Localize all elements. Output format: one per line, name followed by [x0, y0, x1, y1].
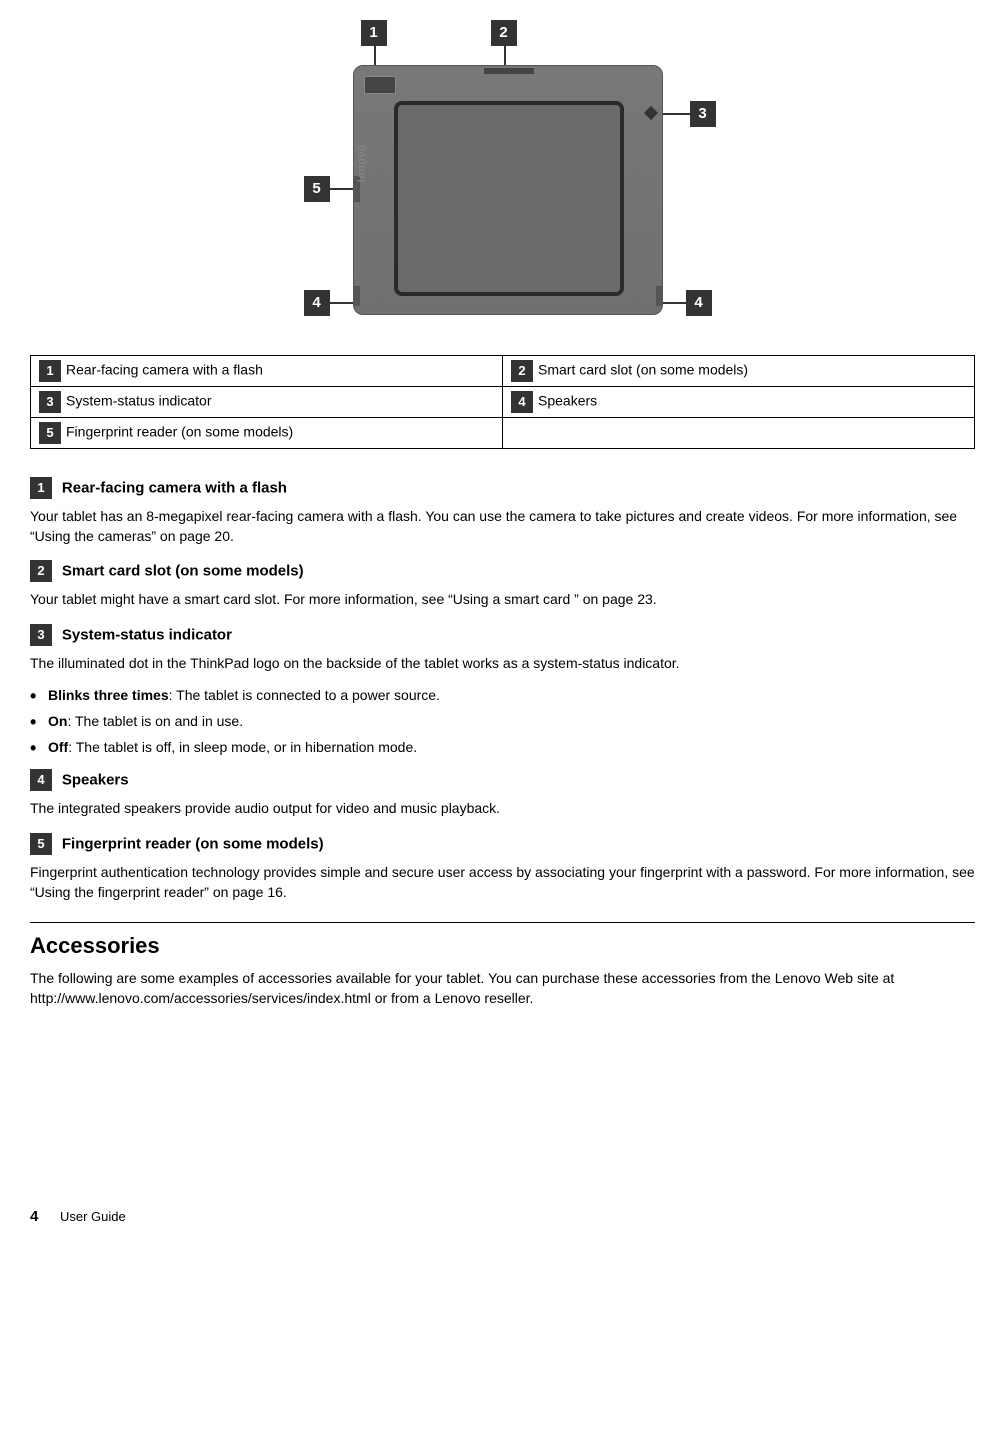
section-title: Fingerprint reader (on some models)	[62, 835, 324, 852]
table-row: 3 System-status indicator 4 Speakers	[31, 387, 975, 418]
page-footer: 4 User Guide	[30, 1208, 975, 1225]
legend-num: 4	[511, 391, 533, 413]
status-indicator-list: Blinks three times: The tablet is connec…	[30, 687, 975, 755]
leader-line	[328, 188, 356, 190]
section-text: The illuminated dot in the ThinkPad logo…	[30, 654, 975, 674]
section-heading-3: 3 System-status indicator	[30, 624, 975, 646]
section-text: Your tablet might have a smart card slot…	[30, 590, 975, 610]
doc-title: User Guide	[60, 1209, 126, 1224]
section-heading-1: 1 Rear-facing camera with a flash	[30, 477, 975, 499]
list-bold: Off	[48, 739, 68, 755]
brand-logo-text: lenovo	[356, 144, 368, 182]
callout-legend-table: 1 Rear-facing camera with a flash 2 Smart …	[30, 355, 975, 449]
legend-num: 3	[39, 391, 61, 413]
section-heading-5: 5 Fingerprint reader (on some models)	[30, 833, 975, 855]
section-num: 4	[30, 769, 52, 791]
section-num: 1	[30, 477, 52, 499]
section-title: Smart card slot (on some models)	[62, 563, 304, 580]
legend-num: 1	[39, 360, 61, 382]
tablet-kickstand-outline	[394, 101, 624, 296]
section-text: The integrated speakers provide audio ou…	[30, 799, 975, 819]
list-item: Blinks three times: The tablet is connec…	[30, 687, 975, 703]
status-indicator-dot	[643, 106, 657, 120]
accessories-heading: Accessories	[30, 933, 975, 959]
section-divider	[30, 922, 975, 923]
section-text: Fingerprint authentication technology pr…	[30, 863, 975, 902]
table-row: 1 Rear-facing camera with a flash 2 Smart …	[31, 356, 975, 387]
page-number: 4	[30, 1208, 38, 1225]
speaker-right	[656, 286, 662, 306]
smart-card-slot	[484, 68, 534, 74]
camera-module	[364, 76, 396, 94]
legend-label: Rear-facing camera with a flash	[66, 362, 263, 378]
section-title: System-status indicator	[62, 626, 232, 643]
accessories-text: The following are some examples of acces…	[30, 969, 975, 1008]
section-num: 2	[30, 560, 52, 582]
list-rest: : The tablet is off, in sleep mode, or i…	[68, 739, 417, 755]
table-row: 5 Fingerprint reader (on some models)	[31, 418, 975, 449]
legend-num: 5	[39, 422, 61, 444]
list-rest: : The tablet is connected to a power sou…	[169, 687, 440, 703]
legend-label: Fingerprint reader (on some models)	[66, 424, 293, 440]
callout-badge-5: 5	[304, 176, 330, 202]
section-title: Rear-facing camera with a flash	[62, 480, 287, 497]
legend-label: Smart card slot (on some models)	[538, 362, 748, 378]
callout-badge-2: 2	[491, 20, 517, 46]
legend-label: Speakers	[538, 393, 597, 409]
callout-badge-4-right: 4	[686, 290, 712, 316]
list-item: Off: The tablet is off, in sleep mode, o…	[30, 739, 975, 755]
section-title: Speakers	[62, 772, 129, 789]
section-text: Your tablet has an 8-megapixel rear-faci…	[30, 507, 975, 546]
section-num: 5	[30, 833, 52, 855]
list-bold: On	[48, 713, 67, 729]
legend-num: 2	[511, 360, 533, 382]
list-rest: : The tablet is on and in use.	[67, 713, 243, 729]
list-bold: Blinks three times	[48, 687, 169, 703]
callout-badge-3: 3	[690, 101, 716, 127]
callout-badge-1: 1	[361, 20, 387, 46]
tablet-back-shell: lenovo	[353, 65, 663, 315]
section-heading-2: 2 Smart card slot (on some models)	[30, 560, 975, 582]
callout-badge-4-left: 4	[304, 290, 330, 316]
legend-label: System-status indicator	[66, 393, 212, 409]
section-num: 3	[30, 624, 52, 646]
tablet-rear-illustration: 1 2 3 4 4 5 lenovo	[268, 20, 738, 330]
section-heading-4: 4 Speakers	[30, 769, 975, 791]
rear-view-diagram: 1 2 3 4 4 5 lenovo	[30, 20, 975, 330]
list-item: On: The tablet is on and in use.	[30, 713, 975, 729]
speaker-left	[354, 286, 360, 306]
